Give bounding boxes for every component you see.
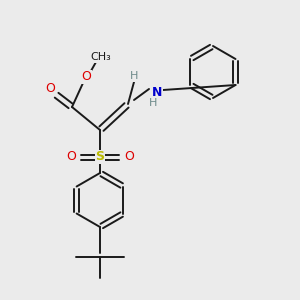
Text: O: O xyxy=(124,151,134,164)
Text: O: O xyxy=(45,82,55,95)
Text: H: H xyxy=(149,98,157,108)
Text: N: N xyxy=(152,85,162,98)
Text: H: H xyxy=(130,71,138,81)
Text: CH₃: CH₃ xyxy=(91,52,111,62)
Text: O: O xyxy=(66,151,76,164)
Text: O: O xyxy=(81,70,91,83)
Text: S: S xyxy=(95,151,104,164)
